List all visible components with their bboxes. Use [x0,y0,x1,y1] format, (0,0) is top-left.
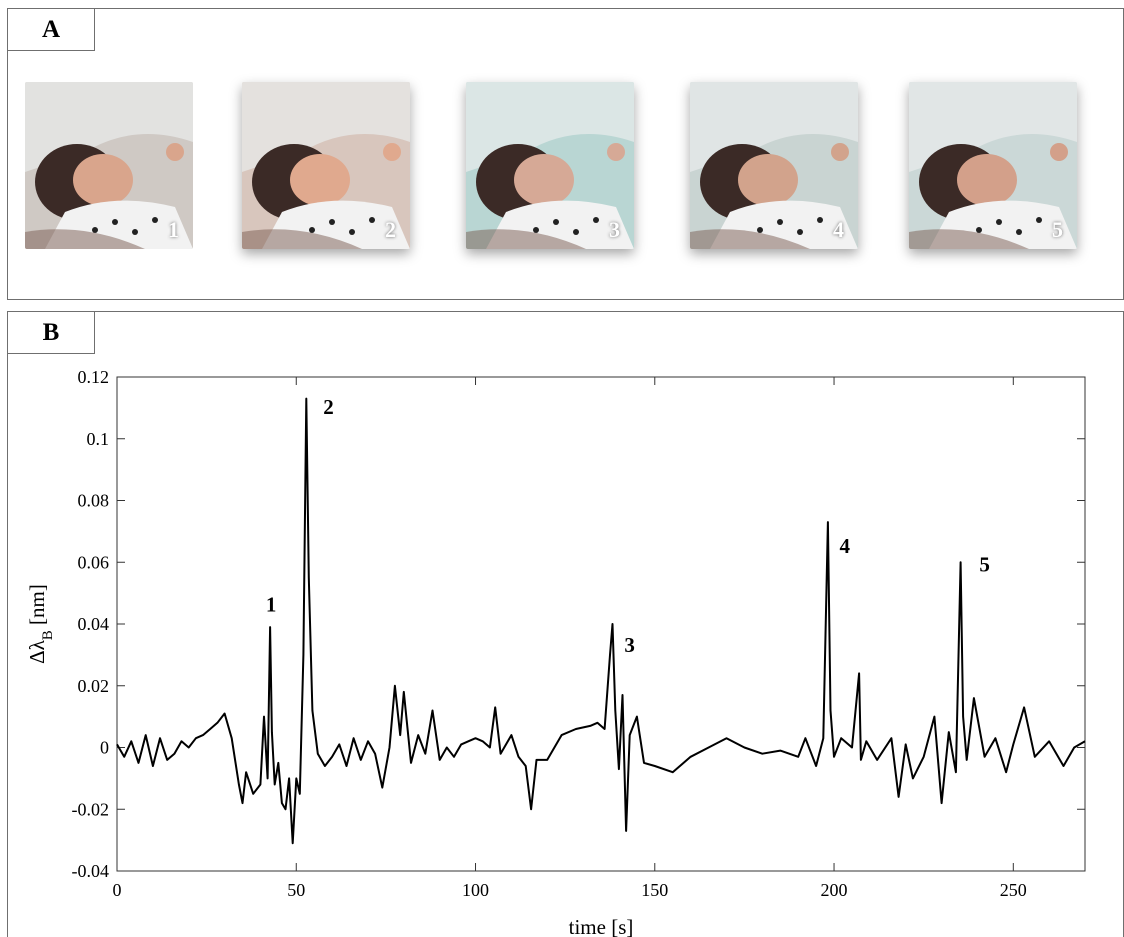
photo-1: 1 [25,82,193,249]
y-axis-label-unit: [nm] [25,584,49,630]
x-tick-label: 250 [1000,880,1027,900]
peak-label-3: 3 [624,633,635,657]
y-tick-label: 0 [100,738,109,758]
x-axis-label: time [s] [569,915,634,937]
photo-2: 2 [242,82,410,249]
panel-b-label: B [7,311,95,354]
peak-label-4: 4 [840,534,851,558]
y-axis-label-main: Δλ [25,639,49,664]
peak-label-5: 5 [979,553,990,577]
y-tick-label: 0.02 [78,676,110,696]
y-tick-label: 0.12 [78,367,110,387]
panel-a: A 1 2 3 4 5 [7,8,1124,300]
y-axis-label-sub: B [40,630,56,640]
photo-5: 5 [909,82,1077,249]
photo-number: 1 [168,217,179,242]
photo-number: 2 [385,217,396,242]
peak-label-2: 2 [323,395,334,419]
photo-number: 4 [833,217,844,242]
x-tick-label: 200 [821,880,848,900]
plot-frame [116,376,1086,872]
y-tick-label: -0.02 [72,799,110,819]
panel-a-label: A [7,8,95,51]
series-line-1 [116,397,1086,845]
y-tick-label: 0.1 [87,429,110,449]
y-tick-label: 0.08 [78,491,110,511]
x-tick-label: 150 [641,880,668,900]
photo-4: 4 [690,82,858,249]
y-axis-label: ΔλB [nm] [25,584,56,664]
x-tick-label: 50 [287,880,305,900]
y-tick-label: 0.06 [78,552,110,572]
x-tick-label: 100 [462,880,489,900]
photo-3: 3 [466,82,634,249]
photo-number: 3 [609,217,620,242]
y-tick-label: -0.04 [72,861,110,881]
y-tick-label: 0.04 [78,614,110,634]
x-tick-label: 0 [113,880,122,900]
photo-number: 5 [1052,217,1063,242]
peak-label-1: 1 [266,593,277,617]
